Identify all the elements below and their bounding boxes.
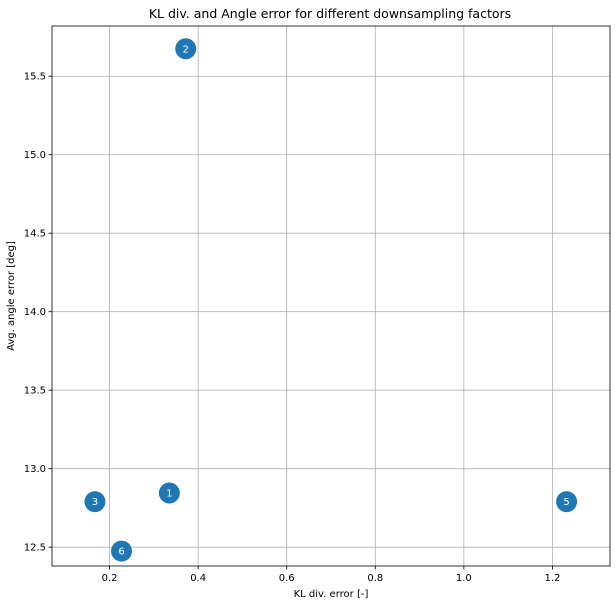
point-marker <box>175 38 197 60</box>
x-axis-ticks: 0.2 0.4 0.6 0.8 1.0 1.2 <box>102 566 560 584</box>
y-tick-label: 13.0 <box>24 464 46 475</box>
scatter-point: 6 <box>111 540 133 562</box>
scatter-point: 3 <box>84 491 106 513</box>
scatter-point: 2 <box>175 38 197 60</box>
y-axis-label: Avg. angle error [deg] <box>6 241 17 351</box>
y-tick-label: 15.5 <box>24 72 46 83</box>
x-tick-label: 0.8 <box>367 573 383 584</box>
x-tick-label: 1.2 <box>544 573 560 584</box>
x-tick-label: 0.2 <box>102 573 118 584</box>
y-tick-label: 14.0 <box>24 307 46 318</box>
point-marker <box>158 482 180 504</box>
chart-title: KL div. and Angle error for different do… <box>149 6 511 21</box>
x-tick-label: 0.6 <box>279 573 295 584</box>
point-label: 2 <box>183 44 189 55</box>
y-tick-label: 15.0 <box>24 150 46 161</box>
y-axis-ticks: 12.5 13.0 13.5 14.0 14.5 15.0 15.5 <box>24 72 52 554</box>
point-label: 1 <box>166 489 172 500</box>
y-tick-label: 12.5 <box>24 543 46 554</box>
grid-lines <box>52 26 610 566</box>
point-label: 3 <box>92 497 98 508</box>
point-label: 5 <box>563 497 569 508</box>
plot-frame <box>51 25 611 567</box>
data-points: 1 2 3 5 6 <box>84 38 578 562</box>
point-label: 6 <box>118 547 124 558</box>
point-marker <box>84 491 106 513</box>
x-axis-label: KL div. error [-] <box>294 589 369 600</box>
scatter-point: 5 <box>556 491 578 513</box>
point-marker <box>556 491 578 513</box>
scatter-point: 1 <box>158 482 180 504</box>
x-tick-label: 1.0 <box>456 573 472 584</box>
y-tick-label: 14.5 <box>24 229 46 240</box>
x-tick-label: 0.4 <box>190 573 206 584</box>
point-marker <box>111 540 133 562</box>
y-tick-label: 13.5 <box>24 386 46 397</box>
